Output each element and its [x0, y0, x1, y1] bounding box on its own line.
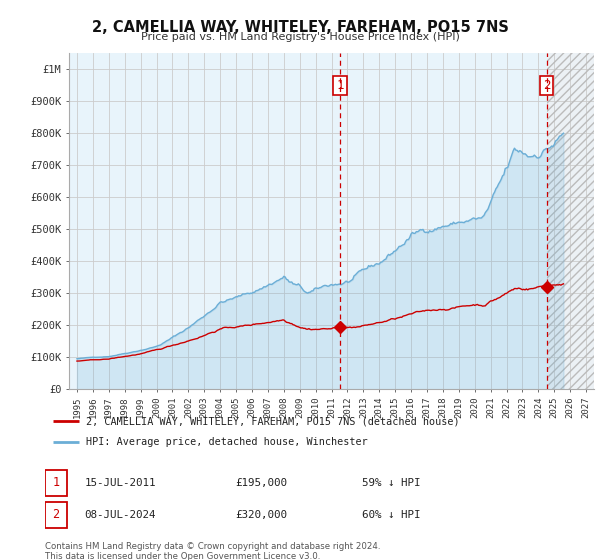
- Text: Contains HM Land Registry data © Crown copyright and database right 2024.
This d: Contains HM Land Registry data © Crown c…: [45, 542, 380, 560]
- Text: 15-JUL-2011: 15-JUL-2011: [85, 478, 156, 488]
- Text: 2: 2: [543, 79, 550, 92]
- Bar: [45, 502, 67, 528]
- Text: 1: 1: [337, 79, 344, 92]
- Text: 59% ↓ HPI: 59% ↓ HPI: [362, 478, 420, 488]
- Text: 08-JUL-2024: 08-JUL-2024: [85, 510, 156, 520]
- Polygon shape: [547, 53, 594, 389]
- Text: 60% ↓ HPI: 60% ↓ HPI: [362, 510, 420, 520]
- Text: 2: 2: [53, 508, 59, 521]
- Text: Price paid vs. HM Land Registry's House Price Index (HPI): Price paid vs. HM Land Registry's House …: [140, 32, 460, 43]
- Text: £320,000: £320,000: [235, 510, 287, 520]
- Text: 2, CAMELLIA WAY, WHITELEY, FAREHAM, PO15 7NS: 2, CAMELLIA WAY, WHITELEY, FAREHAM, PO15…: [92, 20, 508, 35]
- Text: 1: 1: [53, 476, 59, 489]
- Text: £195,000: £195,000: [235, 478, 287, 488]
- Bar: [45, 470, 67, 496]
- Text: 2, CAMELLIA WAY, WHITELEY, FAREHAM, PO15 7NS (detached house): 2, CAMELLIA WAY, WHITELEY, FAREHAM, PO15…: [86, 416, 460, 426]
- Text: HPI: Average price, detached house, Winchester: HPI: Average price, detached house, Winc…: [86, 437, 368, 447]
